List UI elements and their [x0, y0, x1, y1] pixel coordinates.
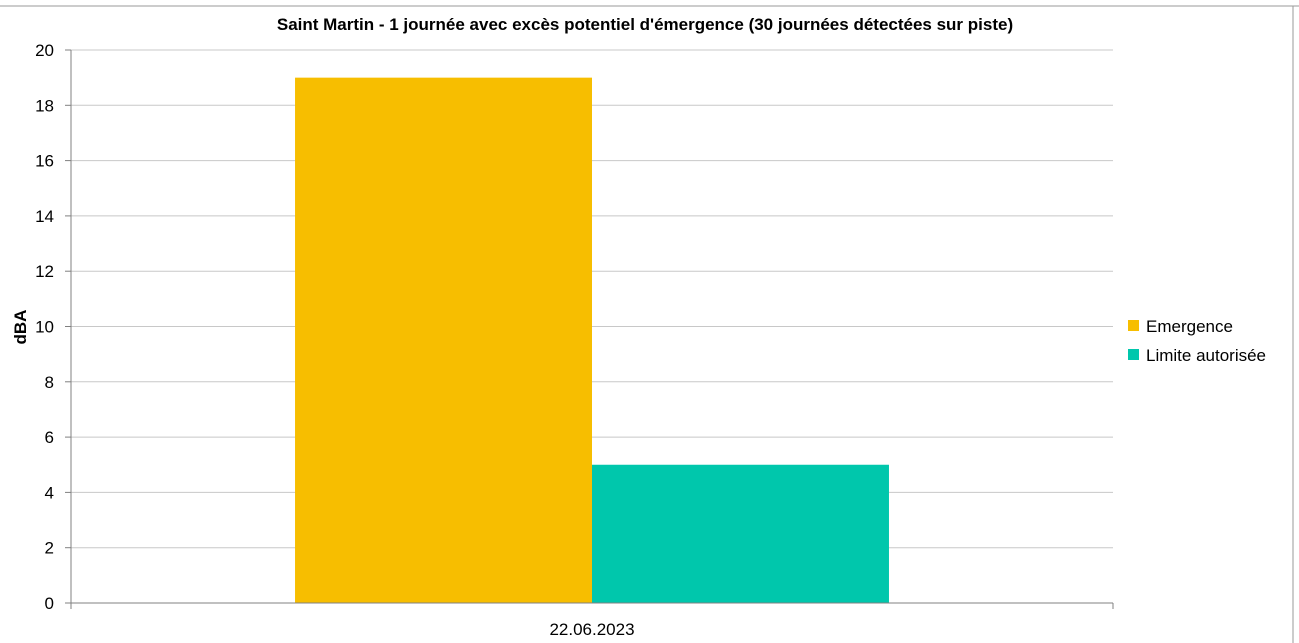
legend-swatch — [1128, 349, 1139, 360]
y-tick-label: 10 — [35, 318, 54, 337]
y-tick-label: 12 — [35, 262, 54, 281]
y-tick-label: 16 — [35, 152, 54, 171]
legend-label: Limite autorisée — [1146, 346, 1266, 365]
legend-swatch — [1128, 320, 1139, 331]
chart-title: Saint Martin - 1 journée avec excès pote… — [277, 15, 1013, 34]
legend-label: Emergence — [1146, 317, 1233, 336]
y-tick-label: 2 — [45, 539, 54, 558]
y-tick-label: 18 — [35, 96, 54, 115]
y-tick-label: 6 — [45, 428, 54, 447]
axes — [65, 50, 1113, 604]
y-axis-ticks: 0 2 4 6 8 10 12 14 16 18 20 — [35, 41, 71, 613]
bars — [295, 77, 889, 603]
x-tick-label: 22.06.2023 — [549, 620, 634, 639]
y-tick-label: 8 — [45, 373, 54, 392]
y-tick-label: 14 — [35, 207, 54, 226]
y-tick-label: 0 — [45, 594, 54, 613]
bar-limite-autorisée — [592, 464, 889, 603]
bar-emergence — [295, 77, 592, 603]
y-tick-label: 4 — [45, 483, 54, 502]
x-axis-ticks: 22.06.2023 — [70, 603, 1114, 639]
y-tick-label: 20 — [35, 41, 54, 60]
y-axis-label: dBA — [11, 310, 30, 345]
legend: Emergence Limite autorisée — [1128, 317, 1266, 365]
